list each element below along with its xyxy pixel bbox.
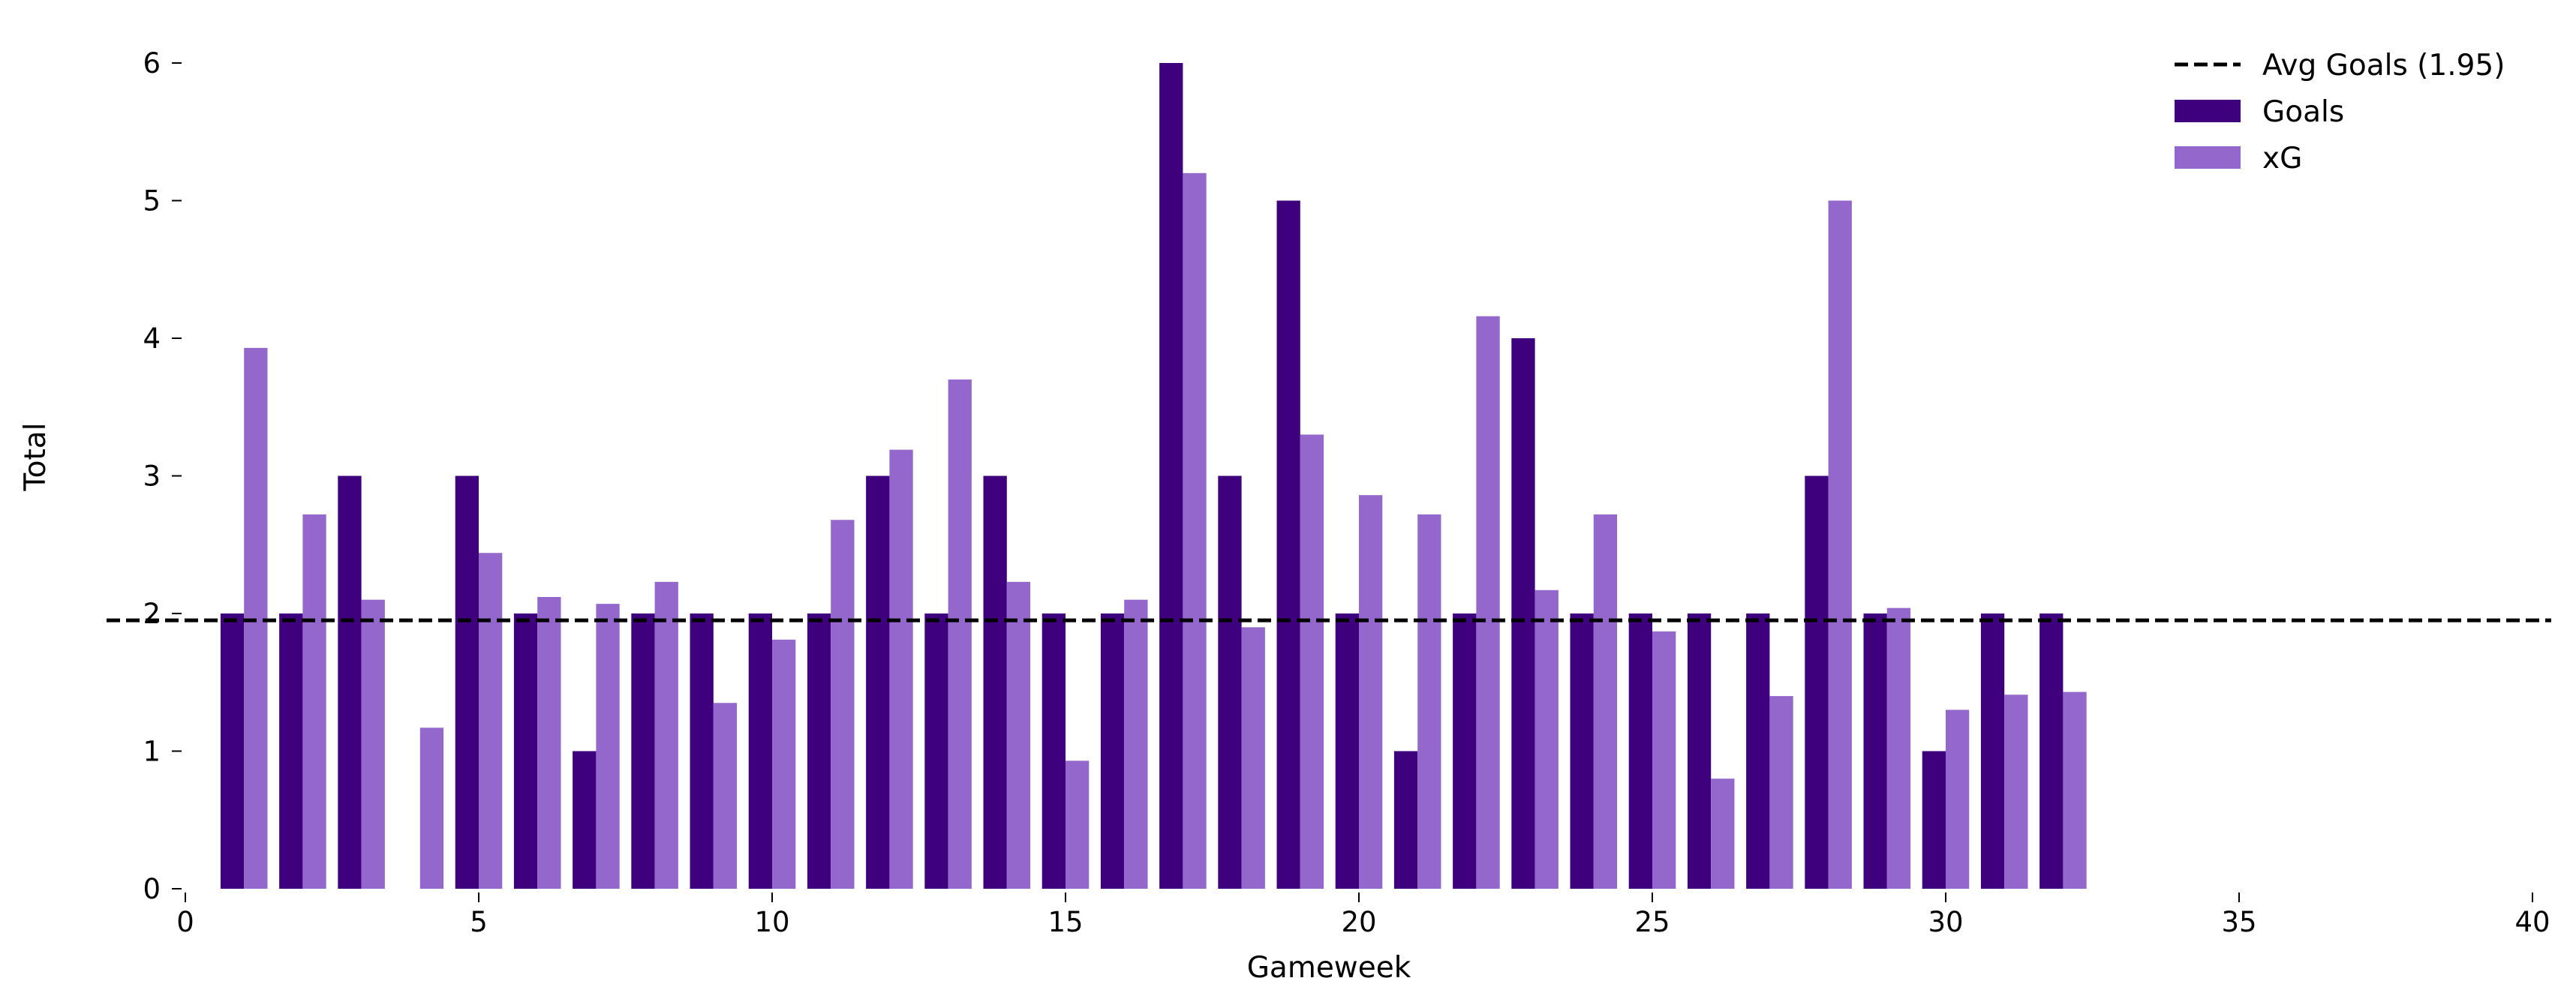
xg-bar <box>1300 434 1324 889</box>
goals-bar <box>1335 614 1359 889</box>
goals-bar <box>2039 614 2064 889</box>
xg-bar <box>1593 514 1618 889</box>
goals-bar <box>690 614 714 889</box>
xg-bar <box>1183 172 1207 890</box>
xg-bar <box>1241 627 1265 889</box>
legend-swatch-goals <box>2175 100 2241 122</box>
x-axis: 0 5 10 15 20 25 30 35 40 <box>176 892 2550 938</box>
goals-bar <box>1453 614 1477 889</box>
goals-bar <box>1159 63 1183 889</box>
xg-bar <box>772 639 796 889</box>
goals-bar <box>338 476 362 889</box>
goals-bar <box>455 476 479 889</box>
x-tick-label: 35 <box>2221 906 2256 938</box>
x-tick-label: 0 <box>176 906 194 938</box>
xg-bar <box>1066 760 1090 889</box>
xg-bar <box>1534 590 1559 889</box>
y-tick-label: 4 <box>143 322 161 355</box>
xg-bar <box>537 596 561 889</box>
x-tick-label: 30 <box>1928 906 1963 938</box>
xg-bar <box>2063 692 2087 889</box>
goals-bar <box>513 614 538 889</box>
xg-bar <box>654 581 678 889</box>
xg-bar <box>1769 696 1793 889</box>
goals-bar <box>279 614 303 889</box>
x-tick-label: 10 <box>754 906 789 938</box>
y-tick-label: 0 <box>143 873 161 905</box>
goals-bar <box>1863 614 1887 889</box>
x-axis-label: Gameweek <box>1247 951 1411 985</box>
legend-label-xg: xG <box>2262 142 2302 176</box>
goals-bar <box>1393 751 1418 889</box>
xg-bar <box>419 728 444 889</box>
xg-bar <box>1652 631 1676 889</box>
legend-label-goals: Goals <box>2262 95 2344 129</box>
goals-bar <box>1218 476 1242 889</box>
xg-bar <box>1476 316 1500 889</box>
xg-bar <box>1359 495 1383 889</box>
goals-bar <box>1922 751 1946 889</box>
xg-bar <box>361 599 385 889</box>
xg-bar <box>2004 694 2028 889</box>
x-tick-label: 15 <box>1048 906 1083 938</box>
xg-bar <box>1124 599 1148 889</box>
goals-bar <box>1276 200 1300 889</box>
y-tick-label: 3 <box>143 460 161 493</box>
goals-bar <box>573 751 597 889</box>
xg-bar <box>1711 778 1735 889</box>
xg-bar <box>302 514 326 889</box>
y-axis: 0 1 2 3 4 5 6 <box>143 47 182 905</box>
y-tick-label: 5 <box>143 185 161 218</box>
goals-bar <box>1511 338 1535 889</box>
x-tick-label: 20 <box>1341 906 1376 938</box>
goals-bar <box>866 476 890 889</box>
y-tick-label: 6 <box>143 47 161 80</box>
xg-bar <box>948 380 972 889</box>
goals-bar <box>1100 614 1125 889</box>
goals-bar <box>983 476 1007 889</box>
legend-label-avg-goals-1-95: Avg Goals (1.95) <box>2262 49 2505 82</box>
goals-bar <box>1687 614 1712 889</box>
xg-bar <box>889 449 913 889</box>
xg-bar <box>1417 514 1441 889</box>
goals-bar <box>1746 614 1770 889</box>
goals-bar <box>748 614 772 889</box>
goals-bar <box>1042 614 1066 889</box>
xg-bar <box>1946 710 1970 889</box>
goals-bar <box>1570 614 1594 889</box>
x-tick-label: 5 <box>470 906 488 938</box>
xg-bar <box>244 347 268 890</box>
xg-bar <box>1828 200 1852 889</box>
y-tick-label: 1 <box>143 736 161 768</box>
goals-bar <box>1980 614 2005 889</box>
xg-bar <box>713 703 738 889</box>
xg-bar <box>1006 581 1031 889</box>
y-tick-label: 2 <box>143 598 161 630</box>
goals-bar <box>631 614 655 889</box>
xg-bar <box>479 553 503 889</box>
goals-bar <box>924 614 948 889</box>
x-tick-label: 25 <box>1634 906 1670 938</box>
bars-layer <box>220 63 2087 890</box>
goals-bar <box>1628 614 1652 889</box>
goals-bar <box>220 614 245 889</box>
goals-bar <box>807 614 831 889</box>
legend: Avg Goals (1.95) Goals xG <box>2175 49 2505 176</box>
xg-bar <box>1886 608 1911 889</box>
goals-bar <box>1805 476 1829 889</box>
xg-bar <box>831 520 855 889</box>
legend-swatch-xg <box>2175 146 2241 169</box>
x-tick-label: 40 <box>2514 906 2550 938</box>
y-axis-label: Total <box>19 422 53 491</box>
xg-bar <box>596 604 620 889</box>
